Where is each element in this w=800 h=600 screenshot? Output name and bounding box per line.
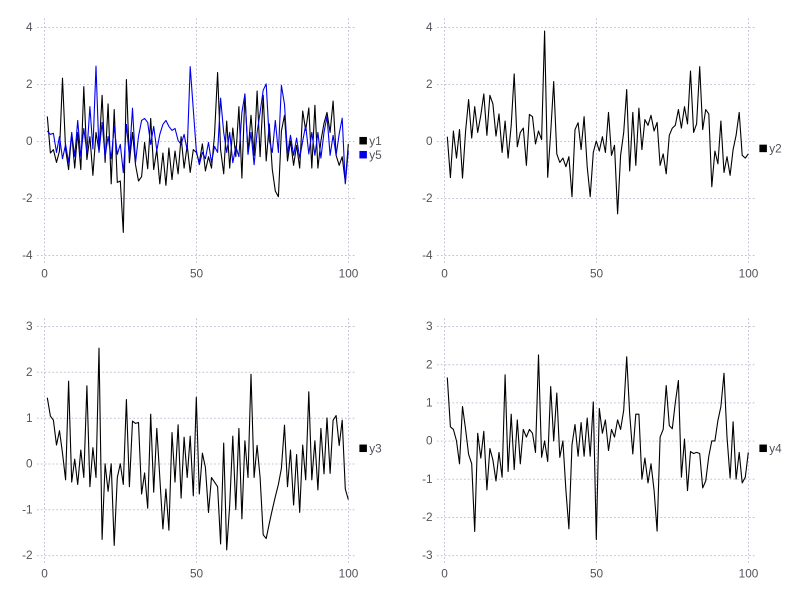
svg-text:4: 4 bbox=[26, 20, 33, 34]
svg-text:-2: -2 bbox=[422, 191, 433, 205]
svg-text:0: 0 bbox=[426, 434, 433, 448]
svg-text:100: 100 bbox=[739, 566, 759, 580]
svg-text:0: 0 bbox=[41, 566, 48, 580]
svg-text:100: 100 bbox=[739, 266, 759, 280]
svg-text:y2: y2 bbox=[769, 142, 781, 156]
svg-text:0: 0 bbox=[426, 134, 433, 148]
svg-text:2: 2 bbox=[426, 77, 433, 91]
svg-text:-2: -2 bbox=[422, 510, 433, 524]
svg-text:-3: -3 bbox=[422, 548, 433, 562]
svg-text:y3: y3 bbox=[369, 442, 382, 456]
svg-text:y5: y5 bbox=[369, 148, 382, 162]
svg-text:50: 50 bbox=[190, 266, 204, 280]
svg-text:-2: -2 bbox=[22, 191, 33, 205]
svg-text:1: 1 bbox=[426, 396, 433, 410]
svg-text:1: 1 bbox=[26, 411, 33, 425]
svg-text:3: 3 bbox=[26, 319, 33, 333]
svg-text:100: 100 bbox=[339, 566, 359, 580]
svg-text:0: 0 bbox=[26, 134, 33, 148]
svg-text:2: 2 bbox=[26, 365, 33, 379]
svg-text:3: 3 bbox=[426, 319, 433, 333]
svg-text:-1: -1 bbox=[22, 502, 33, 516]
svg-text:0: 0 bbox=[441, 566, 448, 580]
svg-text:50: 50 bbox=[590, 266, 604, 280]
svg-text:4: 4 bbox=[426, 20, 433, 34]
svg-text:y1: y1 bbox=[369, 134, 381, 148]
svg-text:2: 2 bbox=[26, 77, 33, 91]
svg-text:-4: -4 bbox=[422, 248, 433, 262]
svg-text:50: 50 bbox=[190, 566, 204, 580]
svg-text:y4: y4 bbox=[769, 442, 782, 456]
svg-text:100: 100 bbox=[339, 266, 359, 280]
svg-text:50: 50 bbox=[590, 566, 604, 580]
svg-text:2: 2 bbox=[426, 357, 433, 371]
svg-text:0: 0 bbox=[26, 457, 33, 471]
svg-text:-2: -2 bbox=[22, 548, 33, 562]
svg-text:-4: -4 bbox=[22, 248, 33, 262]
svg-text:0: 0 bbox=[41, 266, 48, 280]
svg-text:-1: -1 bbox=[422, 472, 433, 486]
svg-text:0: 0 bbox=[441, 266, 448, 280]
